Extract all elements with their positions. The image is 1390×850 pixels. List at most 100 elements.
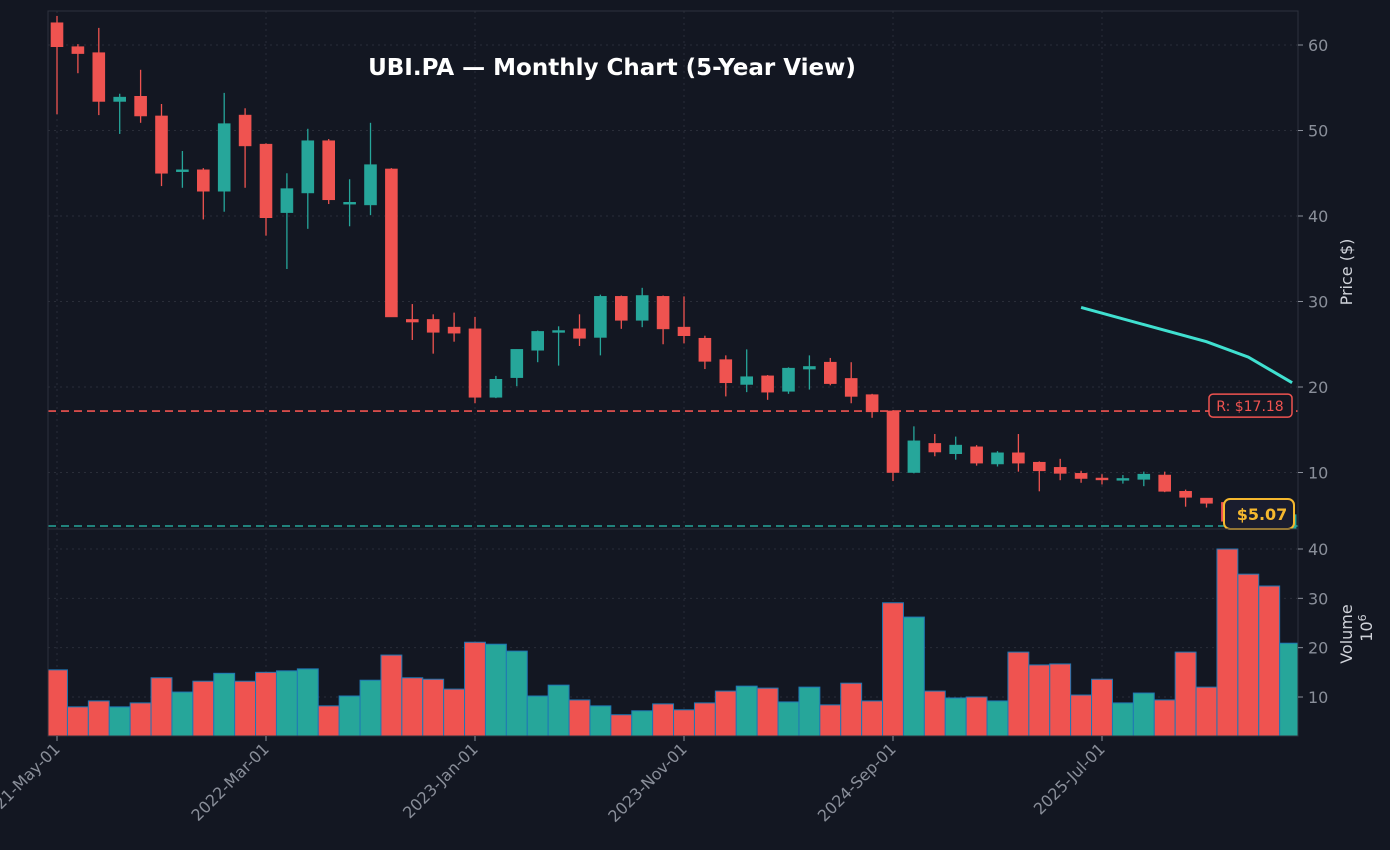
candle-down xyxy=(928,443,942,453)
volume-bar xyxy=(819,704,842,736)
volume-bar xyxy=(66,706,89,736)
candle-up xyxy=(949,444,963,454)
volume-bar xyxy=(213,672,236,736)
candle-down xyxy=(1012,452,1025,464)
volume-bar xyxy=(317,705,340,736)
candle-down xyxy=(698,337,712,362)
candle-down xyxy=(1095,477,1109,481)
volume-bar xyxy=(610,714,633,736)
candle-down xyxy=(844,378,858,397)
volume-bar xyxy=(150,677,173,736)
candle-down xyxy=(1053,467,1067,474)
volume-bar xyxy=(1007,651,1030,736)
candle-up xyxy=(301,140,315,194)
candle-up xyxy=(803,366,816,370)
candle-down xyxy=(823,361,837,384)
price-tick-label: 40 xyxy=(1308,207,1328,226)
volume-bar xyxy=(1216,548,1239,736)
last-price-label: $5.07 xyxy=(1223,498,1295,530)
candle-down xyxy=(1074,473,1088,479)
time-tick-label: 2025-Jul-01 xyxy=(1030,739,1109,818)
candle-down xyxy=(970,446,983,464)
price-axis-title: Price ($) xyxy=(1337,239,1356,306)
candle-up xyxy=(113,96,126,102)
volume-bar xyxy=(380,654,403,736)
candle-down xyxy=(886,410,900,473)
trend-line xyxy=(1080,306,1293,385)
volume-bar xyxy=(714,690,737,736)
volume-bar xyxy=(1237,573,1260,736)
volume-bar xyxy=(568,699,591,736)
time-tick-label: 2024-Sep-01 xyxy=(814,739,900,825)
volume-bar xyxy=(1091,678,1113,736)
volume-frame xyxy=(47,528,1299,737)
volume-bar xyxy=(464,641,486,736)
volume-bar xyxy=(861,700,884,736)
candle-down xyxy=(71,46,85,54)
volume-bar xyxy=(1279,642,1298,736)
candle-down xyxy=(322,140,336,201)
candle-down xyxy=(865,394,879,413)
resistance-label-text: R: $17.18 xyxy=(1216,399,1283,415)
candle-down xyxy=(1158,474,1171,492)
time-tick-label: 2021-May-01 xyxy=(0,739,64,827)
volume-bar xyxy=(1049,663,1072,736)
candle-up xyxy=(552,330,565,333)
price-frame xyxy=(47,10,1299,530)
price-panel xyxy=(48,15,1298,529)
candle-up xyxy=(991,452,1004,465)
candle-up xyxy=(635,295,649,321)
volume-bar xyxy=(882,602,904,736)
volume-bar xyxy=(777,701,800,736)
price-tick-label: 10 xyxy=(1308,464,1328,483)
volume-bar xyxy=(923,690,946,736)
candle-up xyxy=(594,296,607,338)
candle-down xyxy=(1033,461,1046,472)
candle-down xyxy=(92,52,106,102)
time-tick-label: 2022-Mar-01 xyxy=(187,739,272,824)
volume-bar xyxy=(1070,694,1093,736)
candle-down xyxy=(259,143,273,219)
volume-bar xyxy=(1111,702,1134,736)
volume-bar xyxy=(902,616,925,736)
volume-bar xyxy=(944,697,967,736)
candle-down xyxy=(50,22,64,48)
volume-bar xyxy=(422,678,445,736)
volume-bar xyxy=(87,700,110,736)
chart-title: UBI.PA — Monthly Chart (5-Year View) xyxy=(368,55,856,81)
volume-tick-label: 40 xyxy=(1308,540,1328,559)
volume-bar xyxy=(48,669,68,736)
candle-down xyxy=(155,115,168,174)
volume-bar xyxy=(234,680,257,736)
candle-down xyxy=(447,326,461,334)
volume-bar xyxy=(526,695,549,736)
volume-bar xyxy=(652,703,675,736)
volume-bar xyxy=(798,686,821,736)
price-tick-label: 20 xyxy=(1308,378,1328,397)
volume-bar xyxy=(589,705,612,736)
volume-bar xyxy=(338,695,361,736)
candle-down xyxy=(1200,497,1213,504)
volume-bar xyxy=(1132,692,1155,736)
volume-scale-label: 106 xyxy=(1356,614,1376,641)
candle-up xyxy=(1137,473,1151,480)
candle-down xyxy=(573,328,586,339)
volume-bar xyxy=(1153,699,1176,736)
candle-down xyxy=(197,169,210,192)
volume-bar xyxy=(359,679,382,736)
volume-bar xyxy=(192,680,215,736)
volume-bar xyxy=(275,670,298,736)
candle-up xyxy=(364,164,377,206)
candle-down xyxy=(761,375,774,393)
candle-up xyxy=(740,376,754,385)
candle-up xyxy=(510,349,524,378)
time-tick-label: 2023-Jan-01 xyxy=(399,739,482,822)
volume-bar xyxy=(443,688,466,736)
volume-axis-title: Volume xyxy=(1337,604,1356,664)
volume-bar xyxy=(1028,664,1051,736)
volume-bar xyxy=(1195,686,1218,736)
volume-bar xyxy=(986,700,1009,736)
volume-bar xyxy=(735,685,758,736)
price-tick-label: 50 xyxy=(1308,122,1328,141)
